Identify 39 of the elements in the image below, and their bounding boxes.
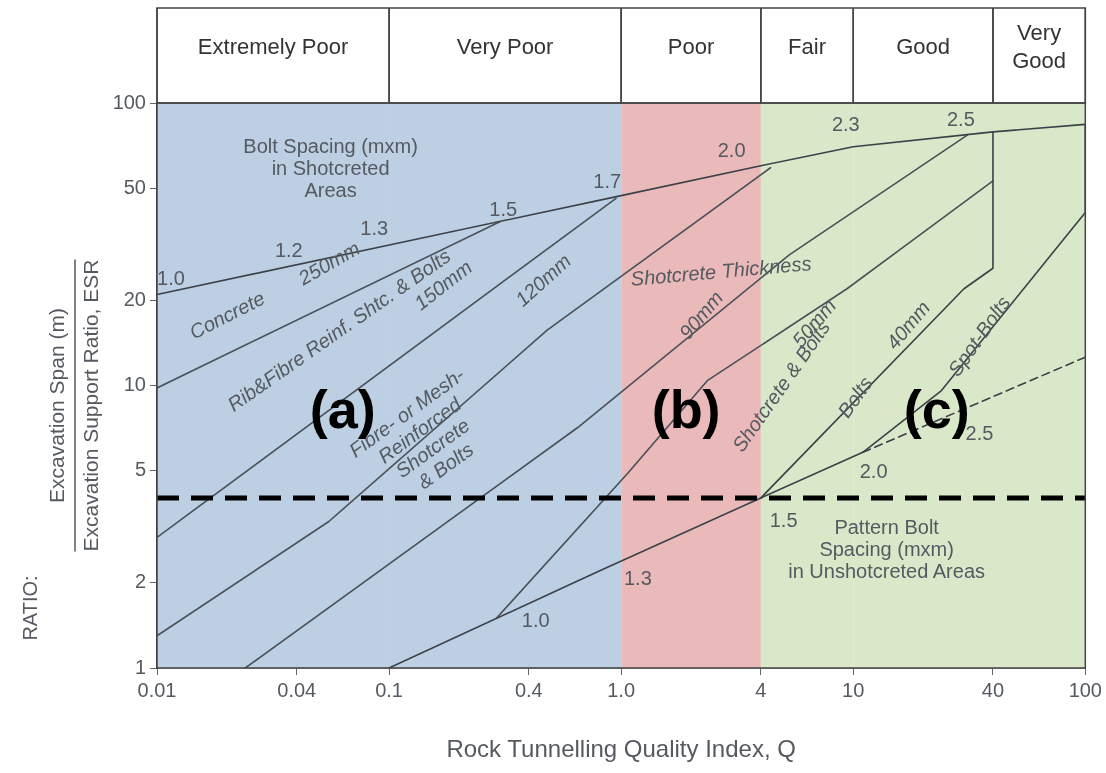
band-label: Very Poor	[456, 34, 554, 60]
annotation: 2.0	[717, 139, 746, 162]
x-tick-label: 0.4	[514, 678, 543, 701]
annotation: 1.2	[274, 239, 303, 262]
y-tick-label: 10	[123, 373, 146, 396]
x-tick-label: 100	[1068, 678, 1102, 701]
annotation: 2.5	[947, 107, 975, 130]
annotation: 1.0	[521, 608, 550, 631]
y-tick-label: 20	[123, 287, 146, 310]
annotation: Shotcrete Thickness	[630, 251, 813, 290]
x-tick-label: 4	[755, 678, 767, 701]
band-label: Extremely Poor	[197, 34, 349, 60]
x-axis-title: Rock Tunnelling Quality Index, Q	[446, 735, 796, 763]
band-label: Good	[896, 34, 951, 60]
annotation: 1.0	[157, 267, 185, 290]
annotation: 2.3	[831, 113, 860, 136]
y-axis-title: Excavation Span (m) Excavation Support Ratio, ESR	[44, 259, 102, 552]
band-label: Fair	[788, 34, 827, 60]
y-tick-label: 2	[134, 570, 146, 593]
y-tick-label: 1	[134, 655, 146, 678]
y-tick-label: 5	[134, 458, 146, 481]
y-tick-label: 100	[112, 90, 146, 113]
x-tick-label: 1.0	[607, 678, 636, 701]
annotation: 2.0	[859, 459, 888, 482]
x-tick-label: 40	[981, 678, 1005, 701]
band-label: Poor	[667, 34, 715, 60]
band-label: Very Good	[1012, 20, 1067, 74]
annotation: 1.7	[593, 169, 622, 192]
y-tick-label: 50	[123, 175, 146, 198]
x-tick-label: 0.1	[375, 678, 403, 701]
x-tick-label: 0.01	[137, 678, 177, 701]
annotation: Bolt Spacing (mxm) in Shotcreted Areas	[243, 134, 418, 201]
annotation: 1.5	[769, 508, 798, 531]
text: RATIO:	[19, 575, 41, 641]
annotation: 1.3	[623, 567, 652, 590]
x-tick-label: 10	[842, 678, 865, 701]
annotation: 1.5	[489, 198, 518, 221]
x-tick-label: 0.04	[277, 678, 317, 701]
annotation: 1.3	[360, 217, 389, 240]
